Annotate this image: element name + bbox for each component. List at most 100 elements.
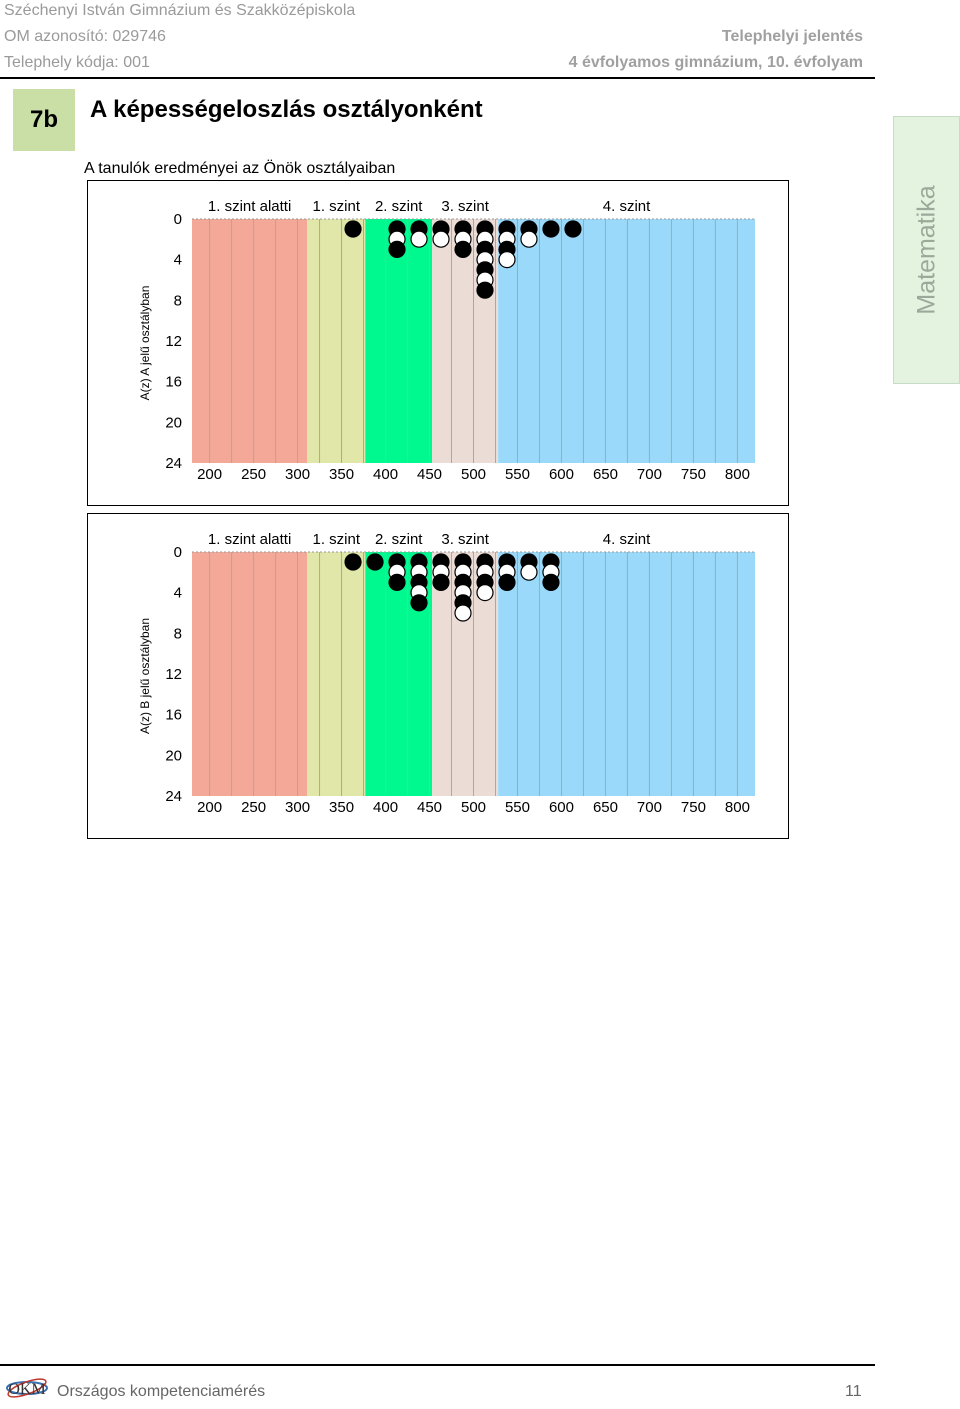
y-tick-label: 20 <box>165 414 182 431</box>
band-label: 1. szint <box>313 531 361 548</box>
x-tick-label: 200 <box>197 466 222 483</box>
y-tick-label: 12 <box>165 333 182 350</box>
band-1 <box>307 219 366 463</box>
student-dot-light <box>476 583 494 602</box>
band-label: 4. szint <box>603 198 651 215</box>
y-tick-label: 24 <box>165 788 182 805</box>
footer-rule <box>0 1364 875 1366</box>
student-dot-dark <box>498 573 516 592</box>
y-tick-label: 12 <box>165 666 182 683</box>
header-rule <box>0 77 875 79</box>
page-number: 11 <box>845 1383 862 1400</box>
section-number-box: 7b <box>13 89 75 151</box>
band-label: 3. szint <box>441 198 489 215</box>
x-tick-label: 650 <box>593 466 618 483</box>
student-dot-dark <box>410 594 428 612</box>
okm-logo: OKM <box>4 1372 50 1409</box>
y-axis-label: A(z) A jelű osztályban <box>138 286 152 401</box>
student-dot-light <box>432 230 450 248</box>
x-tick-label: 400 <box>373 799 398 816</box>
y-tick-label: 8 <box>174 292 182 309</box>
x-tick-label: 550 <box>505 466 530 483</box>
x-tick-label: 250 <box>241 466 266 483</box>
band-0 <box>192 552 308 796</box>
student-dot-dark <box>388 573 406 592</box>
student-dot-light <box>520 563 538 581</box>
x-tick-label: 600 <box>549 799 574 816</box>
student-dot-light <box>410 230 428 248</box>
student-dot-dark <box>542 573 560 592</box>
x-tick-label: 700 <box>637 466 662 483</box>
x-tick-label: 200 <box>197 799 222 816</box>
x-tick-label: 750 <box>681 799 706 816</box>
x-tick-label: 600 <box>549 466 574 483</box>
x-tick-label: 450 <box>417 466 442 483</box>
y-tick-label: 4 <box>174 585 182 602</box>
y-tick-label: 0 <box>174 544 182 561</box>
band-1 <box>307 552 366 796</box>
x-tick-label: 800 <box>725 466 750 483</box>
x-tick-label: 800 <box>725 799 750 816</box>
band-2 <box>365 219 433 463</box>
chart-class-a-svg: 1. szint alatti 1. szint 2. szint 3. szint 4… <box>138 198 755 483</box>
band-label: 1. szint alatti <box>208 531 291 548</box>
section-number: 7b <box>29 106 58 133</box>
school-name: Széchenyi István Gimnázium és Szakközépi… <box>4 2 356 19</box>
x-tick-label: 350 <box>329 466 354 483</box>
y-tick-label: 4 <box>174 252 182 269</box>
subject-label: Matematika <box>912 185 940 315</box>
chart-class-b-svg: 1. szint alatti 1. szint 2. szint 3. szint 4… <box>138 531 755 816</box>
site-code: Telephely kódja: 001 <box>4 54 150 71</box>
band-label: 2. szint <box>375 531 423 548</box>
student-dot-dark <box>564 220 582 238</box>
band-label: 4. szint <box>603 531 651 548</box>
om-id: OM azonosító: 029746 <box>4 28 166 45</box>
x-tick-label: 700 <box>637 799 662 816</box>
y-axis-label: A(z) B jelű osztályban <box>138 618 152 734</box>
student-dot-dark <box>542 220 560 238</box>
student-dot-dark <box>344 553 362 571</box>
band-label: 3. szint <box>441 531 489 548</box>
y-tick-label: 24 <box>165 455 182 472</box>
okm-logo-text: OKM <box>8 1381 45 1398</box>
student-dot-dark <box>454 240 472 259</box>
student-dot-dark <box>344 220 362 238</box>
student-dot-light <box>498 250 516 269</box>
subject-side-tab: Matematika <box>893 116 960 384</box>
y-tick-label: 16 <box>165 707 182 724</box>
student-dot-dark <box>432 573 450 592</box>
x-tick-label: 350 <box>329 799 354 816</box>
band-label: 1. szint alatti <box>208 198 291 215</box>
report-type: Telephelyi jelentés <box>721 28 863 45</box>
section-title: A képességeloszlás osztályonként <box>90 96 483 123</box>
y-tick-label: 16 <box>165 374 182 391</box>
student-dot-light <box>520 230 538 248</box>
section-intro: A tanulók eredményei az Önök osztályaiba… <box>84 160 396 177</box>
x-tick-label: 300 <box>285 466 310 483</box>
grade-info: 4 évfolyamos gimnázium, 10. évfolyam <box>568 54 863 71</box>
x-tick-label: 250 <box>241 799 266 816</box>
x-tick-label: 650 <box>593 799 618 816</box>
y-tick-label: 0 <box>174 211 182 228</box>
y-tick-label: 8 <box>174 625 182 642</box>
band-label: 1. szint <box>313 198 361 215</box>
footer-org: Országos kompetenciamérés <box>57 1383 266 1400</box>
chart-class-b: 1. szint alatti 1. szint 2. szint 3. szint 4… <box>87 513 789 839</box>
x-tick-label: 400 <box>373 466 398 483</box>
x-tick-label: 300 <box>285 799 310 816</box>
band-0 <box>192 219 308 463</box>
band-4 <box>498 552 755 796</box>
x-tick-label: 450 <box>417 799 442 816</box>
student-dot-dark <box>388 240 406 259</box>
x-tick-label: 500 <box>461 466 486 483</box>
x-tick-label: 550 <box>505 799 530 816</box>
student-dot-light <box>454 604 472 622</box>
x-tick-label: 750 <box>681 466 706 483</box>
x-tick-label: 500 <box>461 799 486 816</box>
chart-class-a: 1. szint alatti 1. szint 2. szint 3. szint 4… <box>87 180 789 506</box>
student-dot-dark <box>476 281 494 299</box>
student-dot-dark <box>366 553 384 571</box>
band-4 <box>498 219 755 463</box>
band-label: 2. szint <box>375 198 423 215</box>
y-tick-label: 20 <box>165 747 182 764</box>
